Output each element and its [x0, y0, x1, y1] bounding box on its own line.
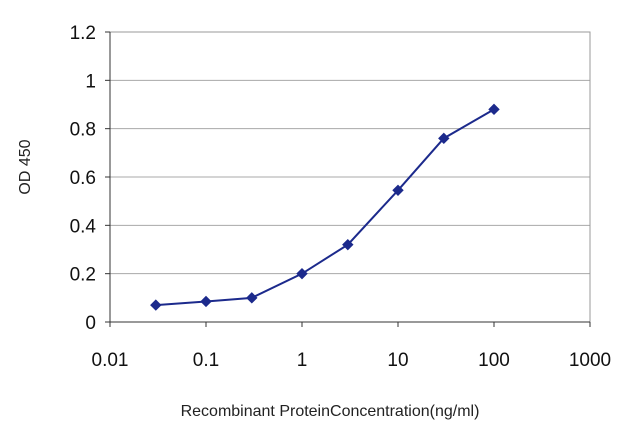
x-tick-label: 1: [297, 350, 308, 371]
tick-labels: 0 0.2 0.4 0.6 0.8 1 1.2 0.01 0.1 1 10 100 1000: [70, 23, 612, 371]
x-tick-label: 10: [387, 350, 408, 371]
y-tick-label: 0.6: [70, 168, 96, 189]
y-tick-label: 0.8: [70, 120, 96, 141]
y-tick-label: 0.2: [70, 265, 96, 286]
grid-lines: [110, 31, 590, 275]
data-point: [200, 295, 212, 308]
data-point: [342, 238, 354, 251]
data-point: [246, 292, 258, 304]
x-axis-title: Recombinant ProteinConcentration(ng/ml): [181, 403, 480, 420]
data-point: [488, 103, 500, 116]
series-line: [155, 108, 495, 307]
data-point: [296, 267, 308, 280]
data-point: [392, 184, 404, 196]
x-tick-label: 0.01: [92, 350, 129, 371]
y-tick-label: 0.4: [70, 216, 97, 237]
data-point: [150, 299, 162, 311]
data-series: [150, 103, 500, 311]
axes: [105, 31, 591, 327]
data-point: [438, 132, 450, 145]
y-tick-label: 1.2: [70, 23, 96, 44]
x-tick-label: 100: [478, 350, 510, 371]
y-tick-label: 0: [85, 313, 96, 334]
x-tick-label: 0.1: [193, 350, 219, 371]
y-tick-label: 1: [85, 71, 96, 92]
x-tick-label: 1000: [569, 350, 611, 371]
y-axis-title: OD 450: [17, 139, 34, 194]
